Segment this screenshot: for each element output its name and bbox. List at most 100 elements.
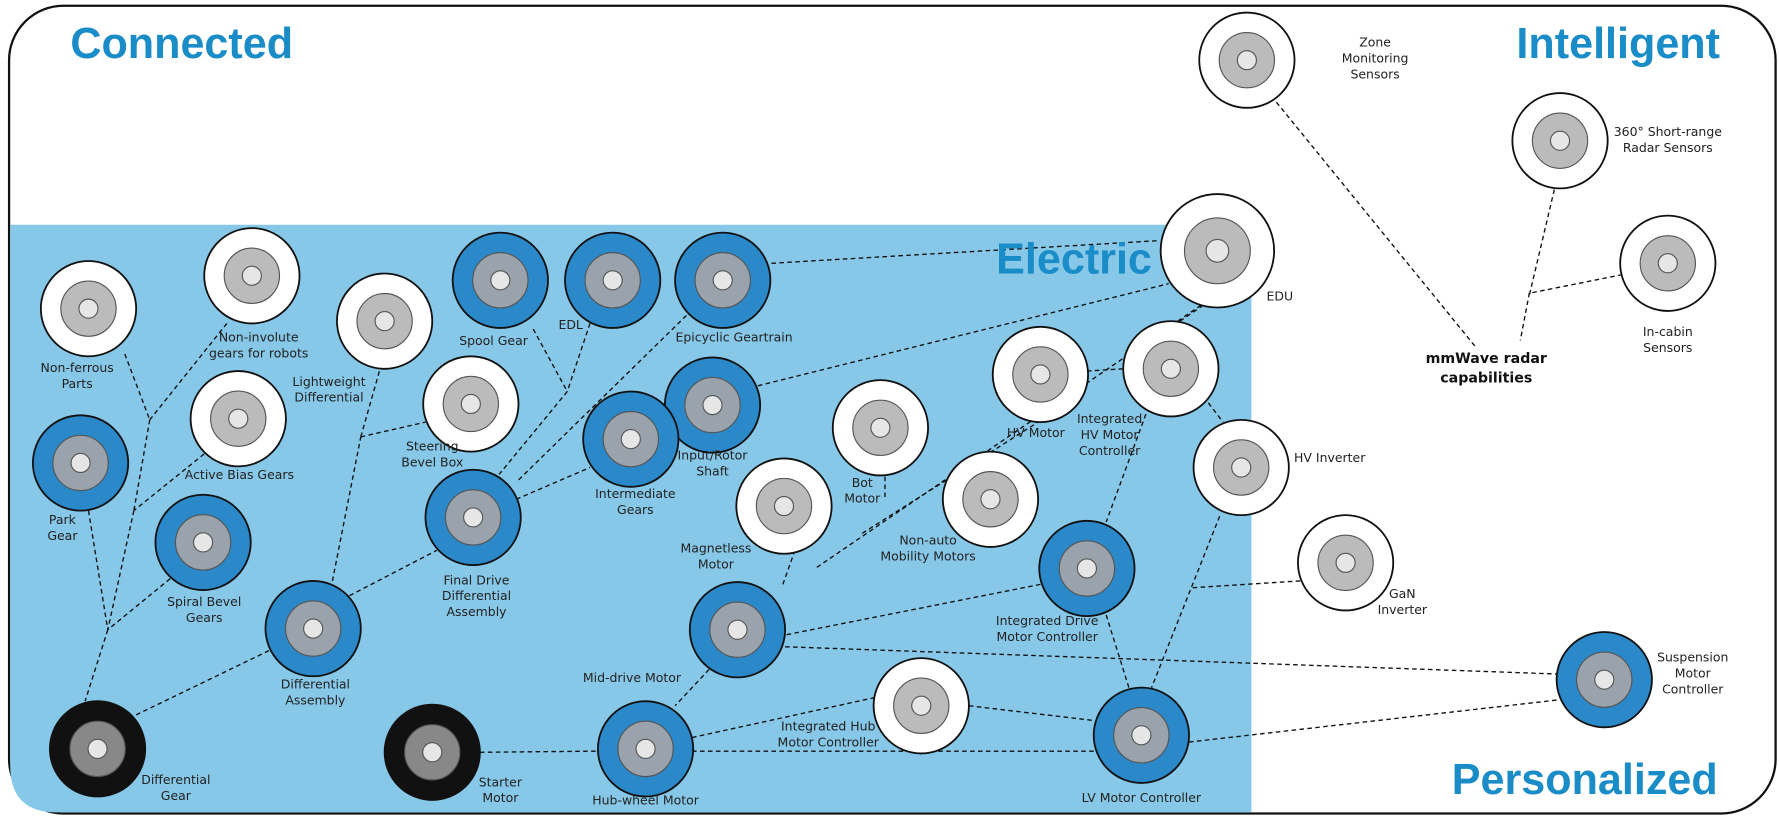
component-image-hub [1658,254,1677,273]
node-label: Park [49,512,77,527]
node-label: Parts [62,376,93,391]
node-label: Controller [1662,681,1724,696]
node-label: Motor [1675,665,1712,680]
component-image-hub [1077,559,1096,578]
component-image-hub [774,497,793,516]
node-label: Motor [698,556,735,571]
component-image-hub [304,619,323,638]
component-image-hub [713,271,732,290]
component-image-hub [79,299,98,318]
node-label: Magnetless [680,541,751,556]
diagram: Non-ferrousPartsNon-involutegears for ro… [0,0,1779,817]
section-title: Electric [996,235,1152,283]
component-image-hub [1595,670,1614,689]
node-label: Mid-drive Motor [583,670,682,685]
section-title: Connected [70,20,293,68]
node-label: Mobility Motors [880,549,975,564]
component-image-hub [912,696,931,715]
node-label: Gears [186,610,223,625]
node-label: Gears [617,502,654,517]
node-label: EDU [1266,289,1293,304]
node-label: Steering [406,438,459,453]
component-image-hub [1336,553,1355,572]
hub-label: capabilities [1440,370,1532,386]
node-label: In-cabin [1643,324,1693,339]
component-image-hub [1237,51,1256,70]
node-label: Active Bias Gears [185,467,294,482]
component-image-hub [871,418,890,437]
node-label: 360° Short-range [1614,124,1722,139]
component-image-hub [375,312,394,331]
component-image-hub [423,743,442,762]
page: {"sections": {"connected": "Connected", … [0,0,1779,817]
node-label: Bevel Box [401,454,463,469]
node-label: Spiral Bevel [167,594,241,609]
node-label: Gear [47,528,78,543]
component-image-hub [981,490,1000,509]
node-label: HV Motor [1007,425,1066,440]
node-label: Differential [281,677,350,692]
node-label: Gear [161,788,192,803]
component-image-hub [1550,131,1569,150]
node-label: Differential [294,390,363,405]
node-label: Epicyclic Geartrain [675,330,792,345]
node-label: Sensors [1643,340,1692,355]
component-node: Spiral BevelGears [155,495,250,625]
node-label: Motor [844,491,881,506]
component-image-hub [491,271,510,290]
component-image-hub [229,409,248,428]
node-label: Integrated Drive [996,613,1099,628]
node-label: Shaft [696,463,729,478]
component-image-hub [621,430,640,449]
node-label: Assembly [285,693,345,708]
section-title: Intelligent [1516,20,1720,68]
node-label: Non-auto [899,533,956,548]
node-label: Hub-wheel Motor [592,792,699,807]
component-image-hub [71,453,90,472]
node-label: Spool Gear [459,333,528,348]
node-label: Final Drive [444,572,510,587]
node-label: EDL [558,317,582,332]
section-title: Personalized [1452,756,1718,804]
component-node: Input/RotorShaft [665,357,760,478]
node-label: Controller [1079,443,1141,458]
node-label: Motor Controller [778,735,880,750]
component-image-hub [88,739,107,758]
component-image-hub [242,266,261,285]
component-image-hub [1232,458,1251,477]
component-image-hub [636,739,655,758]
node-label: Intermediate [595,486,675,501]
node-label: Suspension [1657,650,1728,665]
node-label: Motor Controller [997,629,1099,644]
node-label: Radar Sensors [1623,140,1713,155]
node-label: Integrated [1077,411,1142,426]
component-image-hub [461,394,480,413]
node-label: gears for robots [209,345,308,360]
node-label: Monitoring [1342,50,1409,65]
node-label: Lightweight [292,374,365,389]
node-label: Motor [482,790,519,805]
node-label: Inverter [1378,602,1428,617]
node-label: Assembly [446,604,506,619]
node-label: Integrated Hub [781,719,876,734]
component-image-hub [1206,239,1229,262]
node-label: LV Motor Controller [1082,790,1202,805]
component-node: IntermediateGears [583,391,678,517]
node-label: Input/Rotor [678,448,749,463]
node-label: Zone [1359,35,1391,50]
component-image-hub [194,533,213,552]
component-image-hub [1132,726,1151,745]
node-label: Starter [479,774,523,789]
node-label: GaN [1389,586,1416,601]
component-image-hub [1161,359,1180,378]
node-label: HV Inverter [1294,450,1366,465]
component-image-hub [603,271,622,290]
hub-label: mmWave radar [1426,351,1547,367]
node-label: Differential [141,772,210,787]
node-label: Bot [852,475,873,490]
component-image-hub [728,620,747,639]
component-image-hub [464,508,483,527]
component-image-hub [1031,365,1050,384]
node-label: Sensors [1350,66,1399,81]
node-label: Non-involute [219,330,299,345]
